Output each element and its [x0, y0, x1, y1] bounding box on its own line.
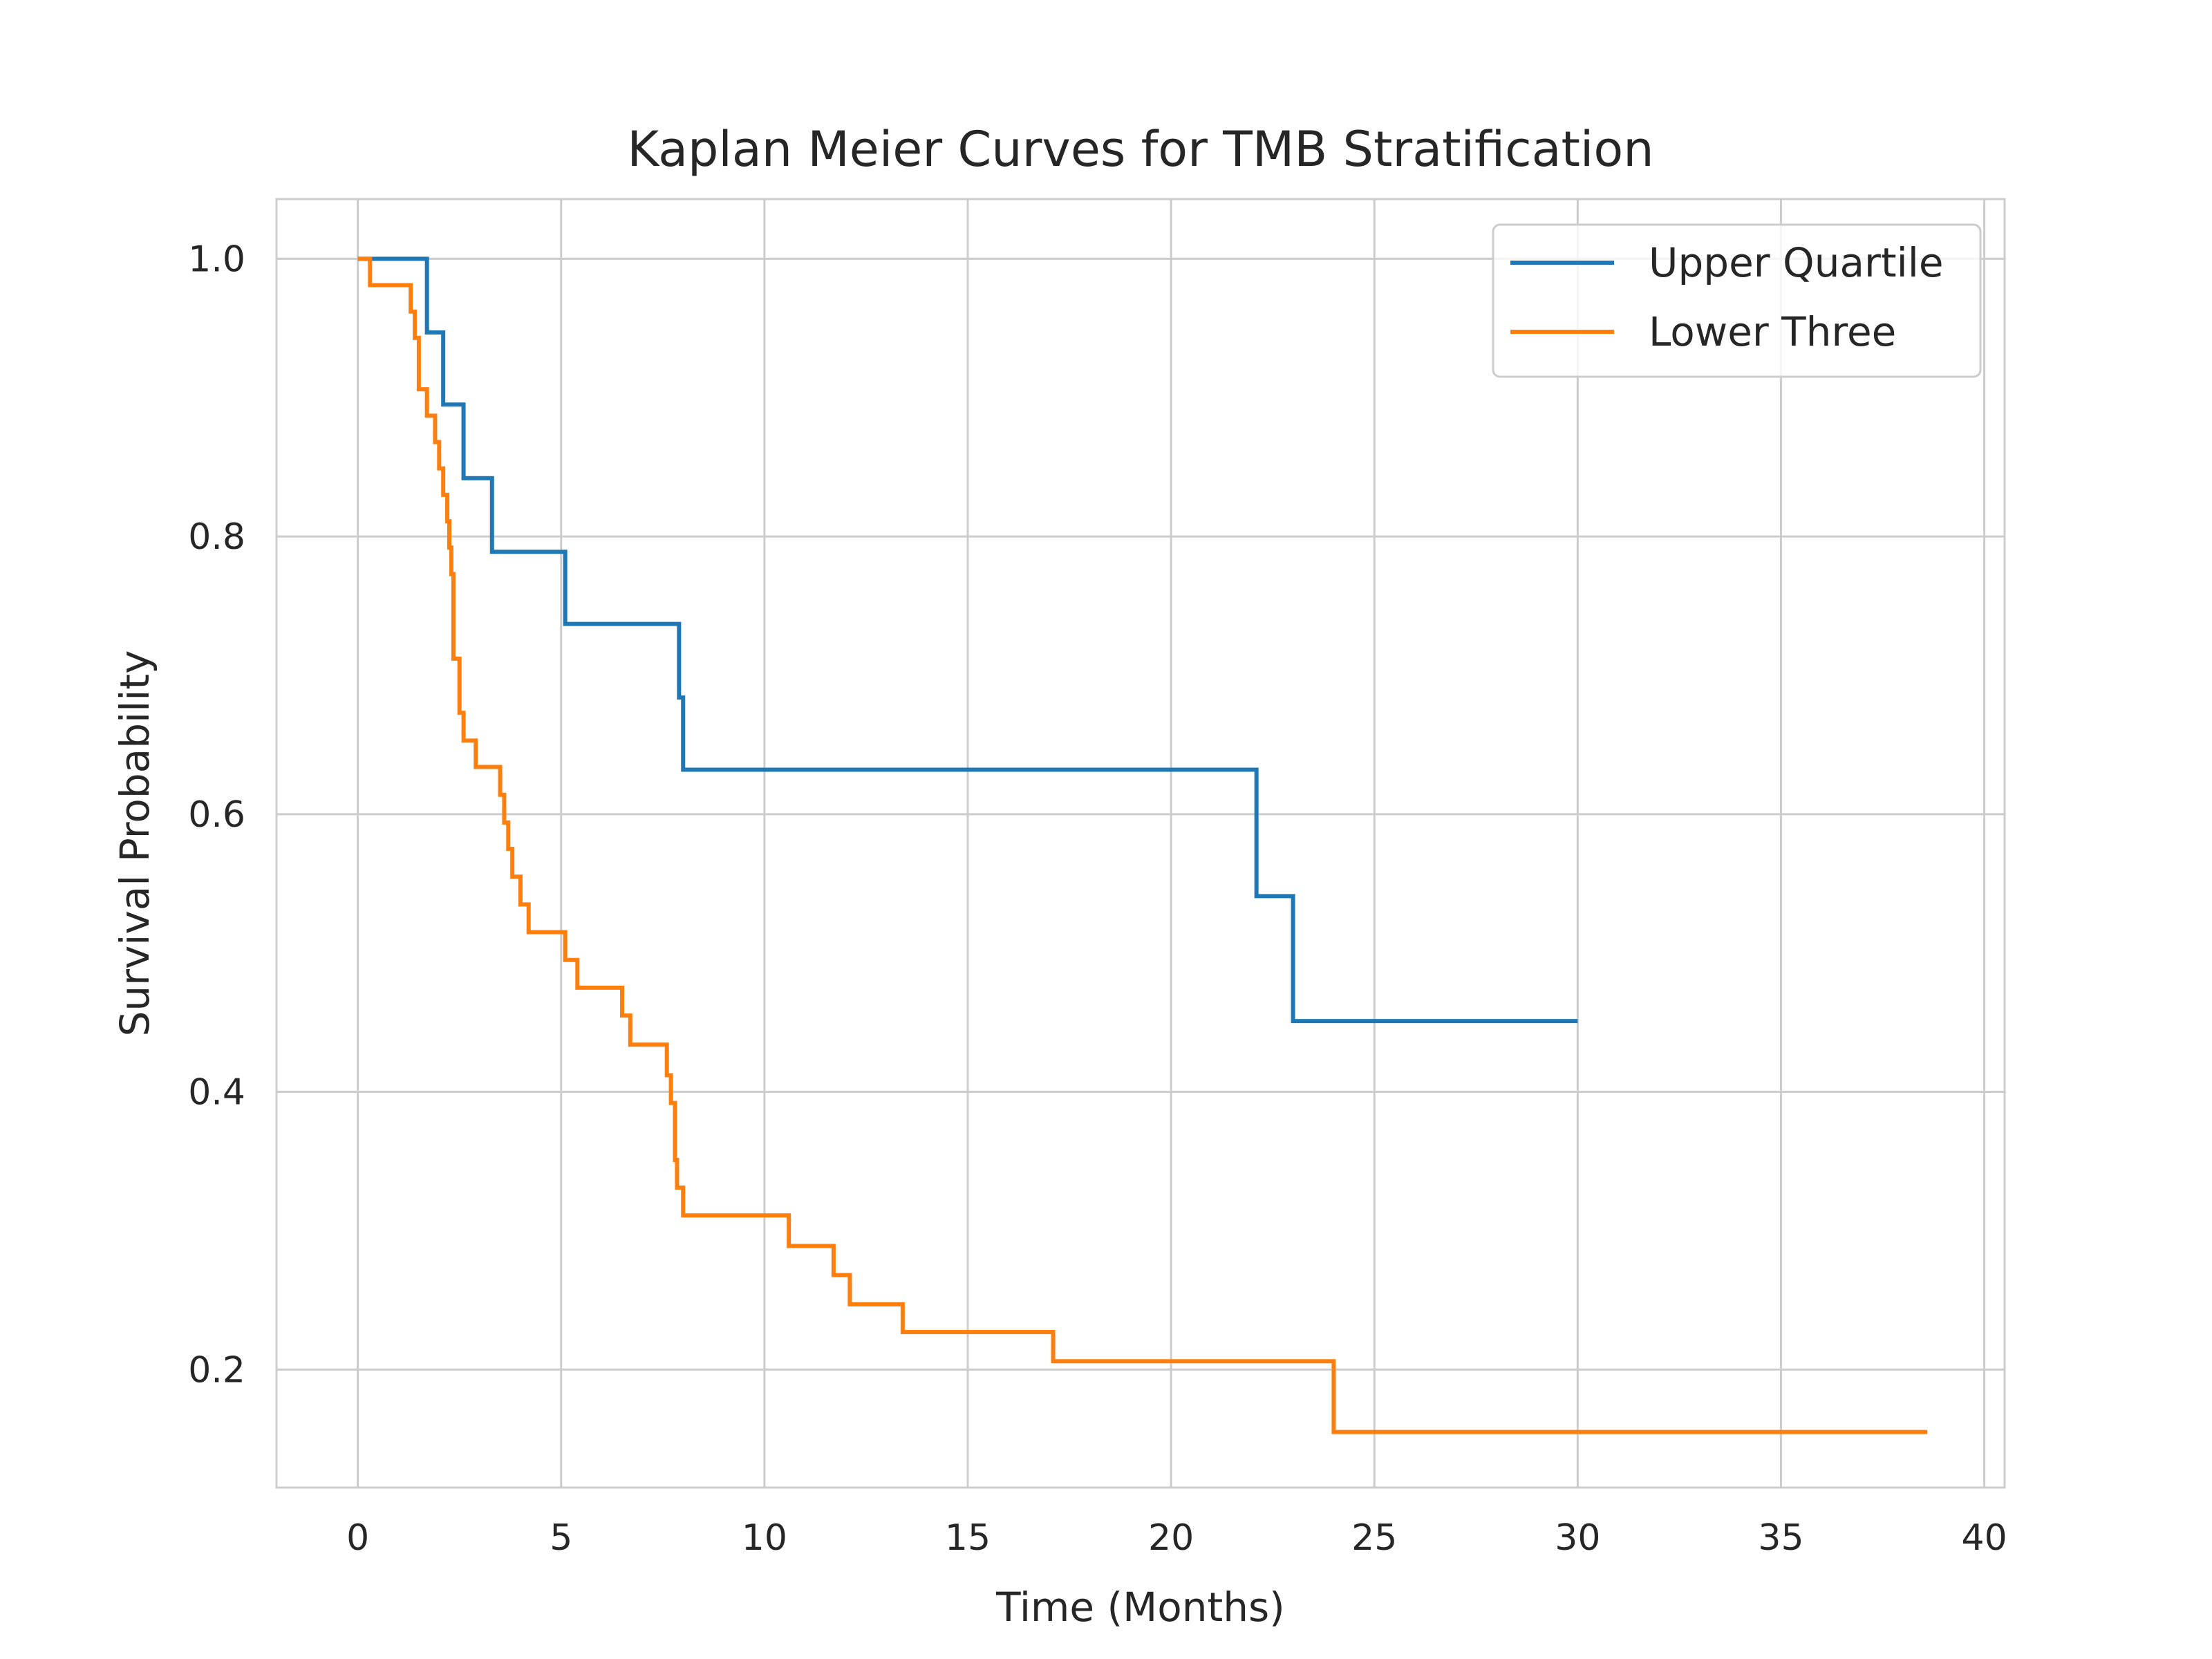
- legend-label-upper-quartile: Upper Quartile: [1649, 239, 1944, 286]
- x-tick-label: 0: [346, 1517, 369, 1559]
- tick-labels: 0 5 10 15 20 25 30 35 40 0.2 0.4 0.6 0.8 1.0: [188, 238, 2007, 1559]
- series-layer: [357, 256, 1928, 1434]
- x-tick-label: 5: [550, 1517, 572, 1559]
- series-line-upper-quartile: [357, 256, 1578, 1024]
- legend-label-lower-three: Lower Three: [1649, 308, 1896, 355]
- y-tick-label: 0.2: [188, 1349, 245, 1391]
- y-tick-label: 0.8: [188, 516, 245, 558]
- x-tick-label: 25: [1351, 1517, 1397, 1559]
- y-tick-label: 1.0: [188, 238, 245, 280]
- x-tick-label: 15: [945, 1517, 991, 1559]
- x-tick-label: 30: [1555, 1517, 1600, 1559]
- x-tick-label: 10: [742, 1517, 787, 1559]
- legend: Upper Quartile Lower Three: [1492, 223, 1982, 378]
- y-tick-label: 0.4: [188, 1072, 245, 1114]
- x-axis-label: Time (Months): [995, 1584, 1285, 1631]
- plot-frame: [275, 198, 2006, 1489]
- x-tick-label: 40: [1962, 1517, 2007, 1559]
- grid: [276, 199, 2005, 1488]
- y-tick-label: 0.6: [188, 794, 245, 836]
- legend-box: [1492, 223, 1982, 378]
- y-axis-label: Survival Probability: [111, 650, 158, 1037]
- x-tick-label: 35: [1758, 1517, 1803, 1559]
- series-line-lower-three: [357, 256, 1928, 1434]
- chart-title: Kaplan Meier Curves for TMB Stratificati…: [627, 121, 1653, 178]
- x-tick-label: 20: [1148, 1517, 1194, 1559]
